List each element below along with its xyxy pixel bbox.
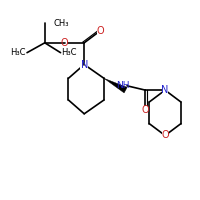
Text: N: N xyxy=(81,60,88,70)
FancyBboxPatch shape xyxy=(80,60,88,69)
Text: NH: NH xyxy=(116,81,129,90)
Text: N: N xyxy=(161,85,169,95)
FancyBboxPatch shape xyxy=(62,39,67,47)
FancyBboxPatch shape xyxy=(119,81,127,89)
FancyBboxPatch shape xyxy=(143,106,148,114)
Text: O: O xyxy=(142,105,149,115)
Text: O: O xyxy=(96,26,104,36)
Text: CH₃: CH₃ xyxy=(54,19,69,28)
FancyBboxPatch shape xyxy=(162,131,168,140)
Text: H₃C: H₃C xyxy=(11,48,26,57)
Text: O: O xyxy=(61,38,68,48)
FancyBboxPatch shape xyxy=(97,27,103,35)
FancyBboxPatch shape xyxy=(162,86,168,94)
Polygon shape xyxy=(104,78,127,93)
Text: H₃C: H₃C xyxy=(62,48,77,57)
Text: O: O xyxy=(161,130,169,140)
